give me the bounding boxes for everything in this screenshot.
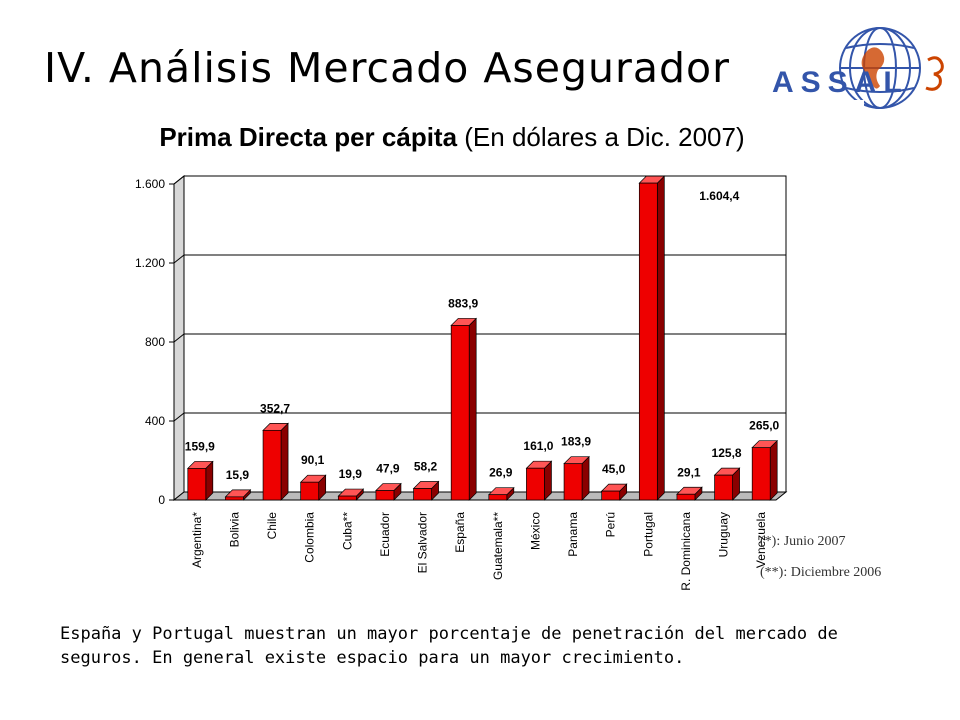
y-tick-label: 800 <box>145 335 165 349</box>
category-label: R. Dominicana <box>679 512 693 591</box>
caption-text: España y Portugal muestran un mayor porc… <box>60 624 838 668</box>
bar-side <box>468 317 477 501</box>
data-label: 883,9 <box>448 296 478 310</box>
category-label: Colombia <box>303 512 317 563</box>
category-label: El Salvador <box>416 512 430 573</box>
bar <box>413 488 432 501</box>
footnote-1: (*): Junio 2007 <box>760 534 846 549</box>
category-label: Argentina* <box>190 512 204 568</box>
bar <box>751 447 771 501</box>
data-label: 47,9 <box>376 462 400 476</box>
data-label: 183,9 <box>561 435 591 449</box>
bar <box>375 490 395 501</box>
assal-logo: ASSAL <box>768 20 952 116</box>
bar <box>262 429 282 501</box>
bar <box>488 494 508 501</box>
bar <box>225 496 244 501</box>
y-tick-label: 0 <box>158 493 165 507</box>
chart-title-bold: Prima Directa per cápita <box>159 122 458 152</box>
category-label: Chile <box>265 512 279 540</box>
bar-chart: 0 400 800 1.200 1.600 159,9 Argentina* 15,9 Boli… <box>135 174 788 591</box>
y-tick-label: 1.600 <box>135 177 165 191</box>
logo-text: ASSAL <box>772 66 909 99</box>
data-label: 15,9 <box>226 468 250 482</box>
bar <box>601 490 621 501</box>
category-label: Bolivia <box>227 512 241 548</box>
category-label: Ecuador <box>378 512 392 557</box>
data-label: 45,0 <box>602 462 626 476</box>
chart-panel: Prima Directa per cápita (En dólares a D… <box>40 100 881 610</box>
data-label: 1.604,4 <box>699 189 739 203</box>
gridline-diagonal <box>173 412 185 422</box>
chart-title-regular: (En dólares a Dic. 2007) <box>457 122 745 152</box>
gridline-diagonal <box>173 254 185 264</box>
footnote-2: (**): Diciembre 2006 <box>760 565 882 580</box>
bar-side <box>656 175 665 501</box>
bar <box>526 467 545 501</box>
data-label: 26,9 <box>489 466 513 480</box>
y-tick-label: 1.200 <box>135 256 165 270</box>
gridline-diagonal <box>173 333 185 343</box>
y-tick-label: 400 <box>145 414 165 428</box>
bar <box>714 474 733 501</box>
gridline-diagonal <box>173 175 185 185</box>
bar <box>563 463 583 501</box>
data-label: 58,2 <box>414 460 438 474</box>
data-label: 125,8 <box>712 446 742 460</box>
bar-side <box>280 422 289 501</box>
data-label: 19,9 <box>339 467 363 481</box>
data-label: 90,1 <box>301 453 325 467</box>
chart-title: Prima Directa per cápita (En dólares a D… <box>40 122 864 153</box>
bar-side <box>581 455 590 501</box>
category-label: España <box>453 512 467 553</box>
category-label: Cuba** <box>340 512 354 550</box>
data-label: 352,7 <box>260 401 290 415</box>
category-label: Guatemala** <box>491 512 505 580</box>
category-label: Venezuela <box>754 512 768 568</box>
category-label: Panama <box>566 512 580 557</box>
category-label: Perú <box>604 512 618 537</box>
category-label: Uruguay <box>717 512 731 557</box>
data-label: 265,0 <box>749 419 779 433</box>
data-label: 159,9 <box>185 439 215 453</box>
bar <box>676 493 696 501</box>
bar <box>187 468 207 501</box>
bar <box>300 481 320 501</box>
slide-title: IV. Análisis Mercado Asegurador <box>44 44 730 92</box>
bar <box>638 182 658 501</box>
bar <box>337 495 357 501</box>
data-label: 161,0 <box>523 439 553 453</box>
bar <box>450 325 470 501</box>
category-label: México <box>528 512 542 550</box>
data-label: 29,1 <box>677 465 701 479</box>
globe-icon <box>839 27 944 109</box>
bar-side <box>769 439 778 501</box>
category-label: Portugal <box>641 512 655 557</box>
